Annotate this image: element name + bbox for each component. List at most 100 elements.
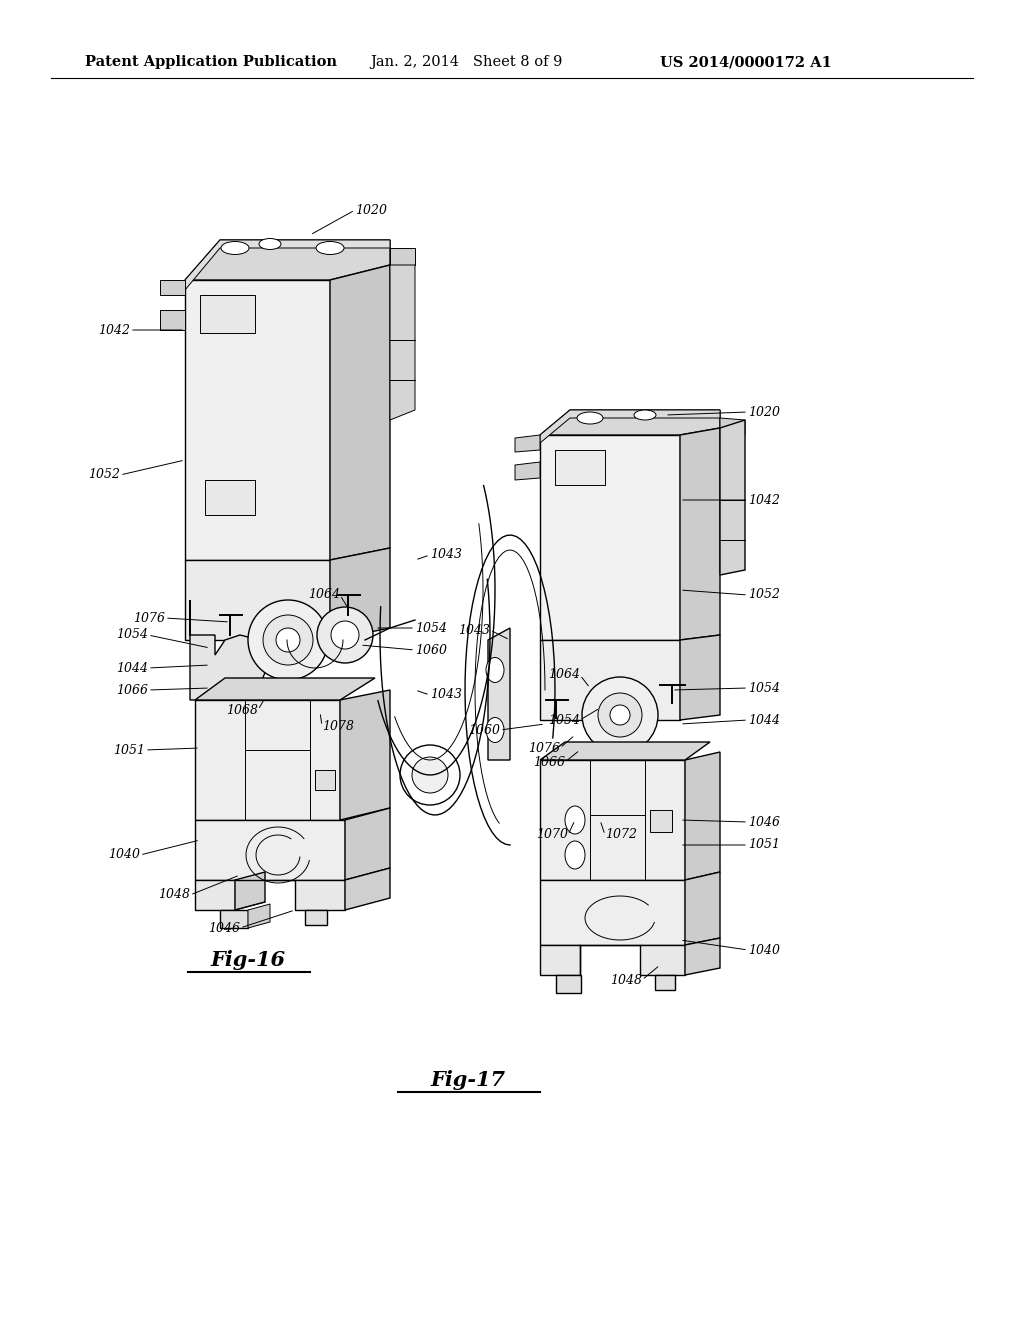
Text: 1048: 1048 <box>610 974 642 986</box>
Ellipse shape <box>577 412 603 424</box>
Polygon shape <box>685 873 720 945</box>
Circle shape <box>317 607 373 663</box>
Polygon shape <box>488 628 510 760</box>
Polygon shape <box>195 880 234 909</box>
Polygon shape <box>540 411 720 436</box>
Bar <box>650 810 672 832</box>
Text: 1060: 1060 <box>415 644 447 656</box>
Polygon shape <box>340 690 390 820</box>
Polygon shape <box>685 752 720 880</box>
Text: 1042: 1042 <box>748 494 780 507</box>
Polygon shape <box>160 280 185 294</box>
Circle shape <box>610 705 630 725</box>
Text: 1043: 1043 <box>430 549 462 561</box>
Text: 1052: 1052 <box>748 589 780 602</box>
Ellipse shape <box>486 718 504 742</box>
Text: Fig-17: Fig-17 <box>430 1071 506 1090</box>
Text: 1064: 1064 <box>548 668 580 681</box>
Text: 1044: 1044 <box>748 714 780 726</box>
Text: 1046: 1046 <box>208 921 240 935</box>
Polygon shape <box>540 640 680 719</box>
Polygon shape <box>234 873 265 909</box>
Ellipse shape <box>634 411 656 420</box>
Bar <box>305 909 327 925</box>
Polygon shape <box>185 240 390 280</box>
Text: 1046: 1046 <box>748 816 780 829</box>
Circle shape <box>331 620 359 649</box>
Polygon shape <box>195 678 375 700</box>
Polygon shape <box>680 635 720 719</box>
Text: 1066: 1066 <box>534 755 565 768</box>
Circle shape <box>400 744 460 805</box>
Text: 1070: 1070 <box>536 829 568 842</box>
Bar <box>200 294 255 333</box>
Text: 1066: 1066 <box>116 684 148 697</box>
Polygon shape <box>390 248 415 265</box>
Text: Fig-16: Fig-16 <box>211 950 286 970</box>
Text: 1068: 1068 <box>226 704 258 717</box>
Text: 1054: 1054 <box>748 681 780 694</box>
Text: 1051: 1051 <box>113 743 145 756</box>
Ellipse shape <box>221 242 249 255</box>
Ellipse shape <box>259 239 281 249</box>
Polygon shape <box>248 904 270 928</box>
Circle shape <box>263 615 313 665</box>
Polygon shape <box>190 601 270 700</box>
Polygon shape <box>330 548 390 640</box>
Polygon shape <box>345 869 390 909</box>
Bar <box>556 975 581 993</box>
Polygon shape <box>720 420 745 576</box>
Polygon shape <box>345 808 390 880</box>
Ellipse shape <box>565 807 585 834</box>
Polygon shape <box>515 436 540 451</box>
Text: 1042: 1042 <box>98 323 130 337</box>
Polygon shape <box>720 418 745 436</box>
Text: 1051: 1051 <box>748 838 780 851</box>
Circle shape <box>276 628 300 652</box>
Circle shape <box>598 693 642 737</box>
Polygon shape <box>540 880 685 945</box>
Polygon shape <box>330 265 390 560</box>
Polygon shape <box>540 436 680 640</box>
Text: 1043: 1043 <box>430 689 462 701</box>
Text: 1043: 1043 <box>458 623 490 636</box>
Bar <box>555 450 605 484</box>
Text: 1072: 1072 <box>605 829 637 842</box>
Text: US 2014/0000172 A1: US 2014/0000172 A1 <box>660 55 831 69</box>
Text: 1054: 1054 <box>548 714 580 726</box>
Bar <box>220 909 248 928</box>
Polygon shape <box>540 742 710 760</box>
Text: 1076: 1076 <box>133 611 165 624</box>
Text: 1052: 1052 <box>88 469 120 482</box>
Polygon shape <box>540 411 720 444</box>
Bar <box>315 770 335 789</box>
Text: 1020: 1020 <box>355 203 387 216</box>
Circle shape <box>412 756 449 793</box>
Polygon shape <box>680 428 720 640</box>
Text: 1060: 1060 <box>468 723 500 737</box>
Polygon shape <box>195 700 340 820</box>
Bar <box>655 975 675 990</box>
Polygon shape <box>185 240 390 290</box>
Text: 1040: 1040 <box>748 944 780 957</box>
Polygon shape <box>185 280 330 560</box>
Text: 1076: 1076 <box>528 742 560 755</box>
Polygon shape <box>640 945 685 975</box>
Text: Patent Application Publication: Patent Application Publication <box>85 55 337 69</box>
Text: 1064: 1064 <box>308 589 340 602</box>
Polygon shape <box>515 462 540 480</box>
Polygon shape <box>185 560 330 640</box>
Polygon shape <box>390 265 415 420</box>
Text: 1040: 1040 <box>108 849 140 862</box>
Ellipse shape <box>486 657 504 682</box>
Polygon shape <box>685 939 720 975</box>
Text: 1020: 1020 <box>748 405 780 418</box>
Polygon shape <box>540 945 580 975</box>
Polygon shape <box>195 820 345 880</box>
Text: 1048: 1048 <box>158 888 190 902</box>
Text: 1044: 1044 <box>116 661 148 675</box>
Polygon shape <box>540 760 685 880</box>
Text: 1078: 1078 <box>322 719 354 733</box>
Bar <box>205 480 255 515</box>
Polygon shape <box>160 310 185 330</box>
